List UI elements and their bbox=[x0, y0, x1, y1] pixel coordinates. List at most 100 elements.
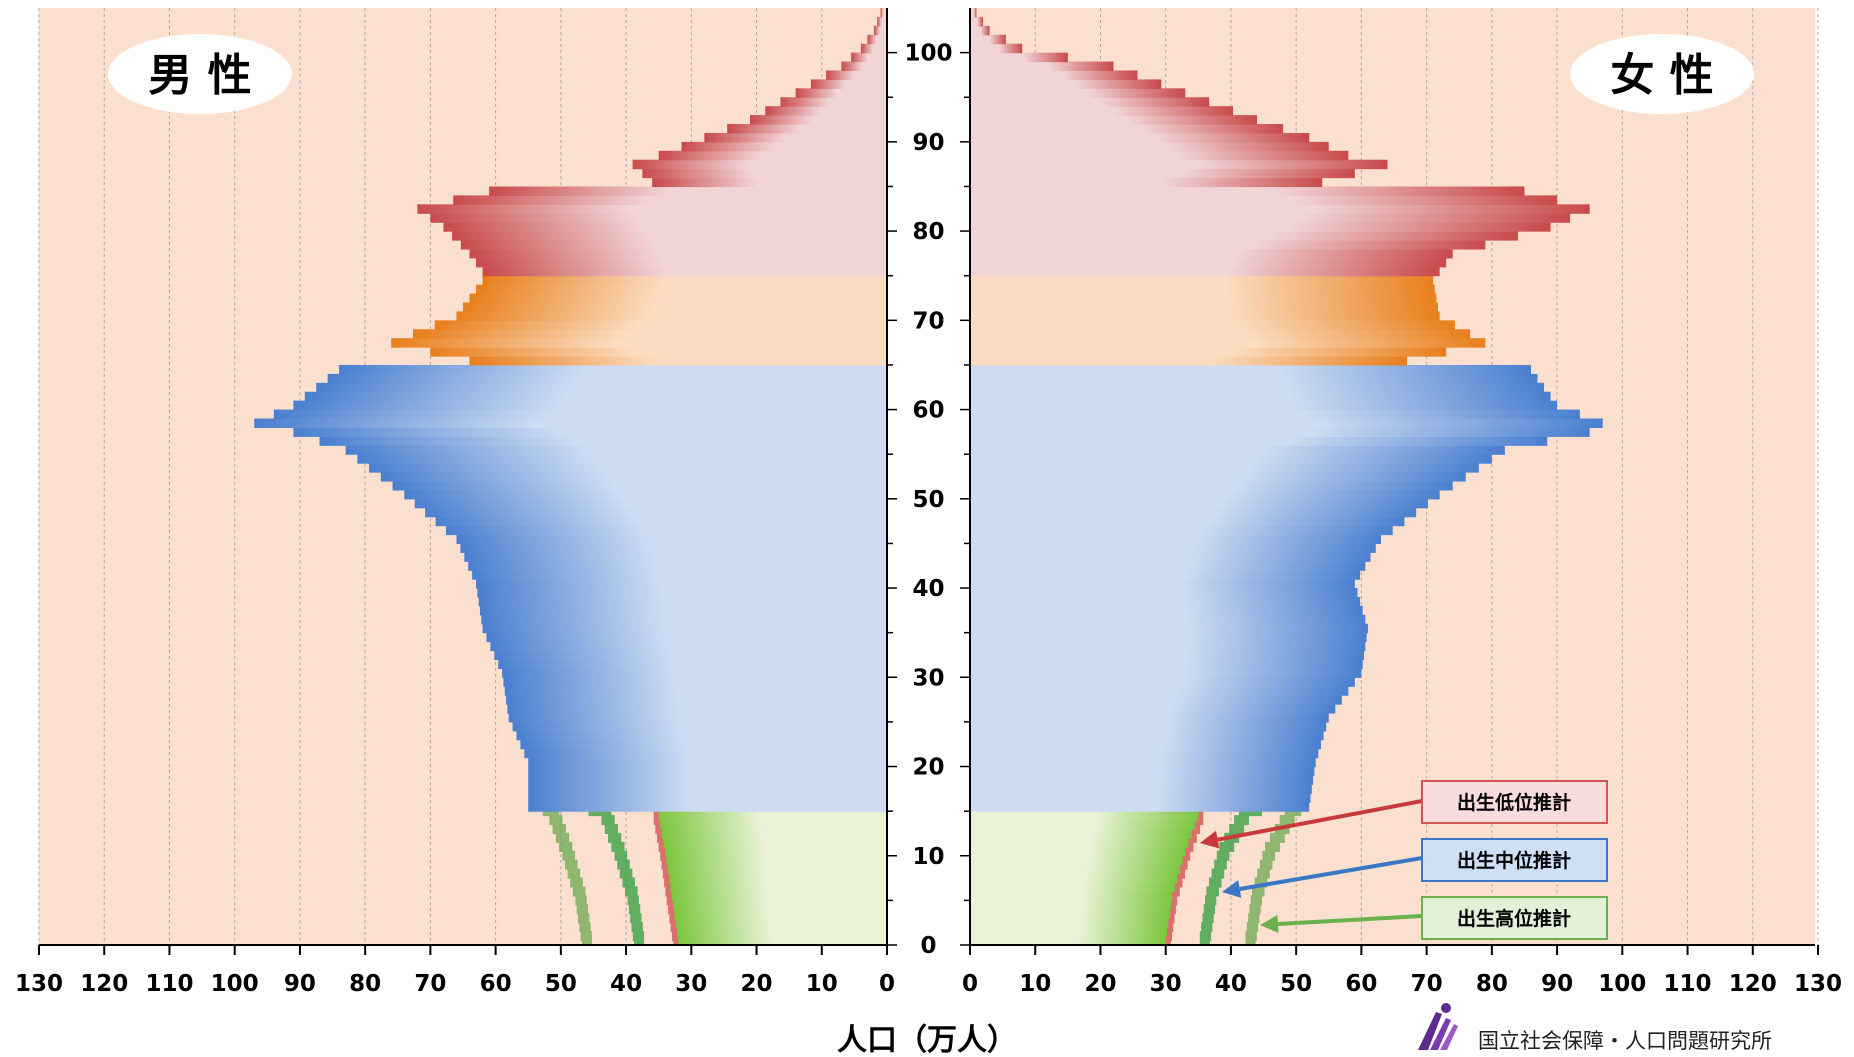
female-bar-age-100 bbox=[970, 43, 1023, 54]
female-bar-age-80 bbox=[970, 222, 1551, 232]
male-bar-age-97 bbox=[826, 70, 887, 80]
male-bar-age-20 bbox=[528, 757, 887, 768]
male-bar-age-102 bbox=[873, 25, 887, 36]
female-bar-age-9 bbox=[970, 855, 1183, 866]
female-bar-age-51 bbox=[970, 480, 1453, 491]
age-tick-label-70: 70 bbox=[912, 308, 944, 334]
female-bar-age-89 bbox=[970, 141, 1329, 152]
male-bar-age-100 bbox=[860, 43, 887, 54]
male-x-tick-label-100: 100 bbox=[211, 971, 259, 997]
female-bar-age-91 bbox=[970, 124, 1284, 134]
legend-arrowhead-mid bbox=[1222, 880, 1242, 898]
age-tick-label-40: 40 bbox=[912, 576, 944, 602]
female-bar-age-93 bbox=[970, 106, 1234, 116]
male-bar-age-28 bbox=[504, 686, 887, 696]
male-bar-age-101 bbox=[867, 34, 887, 45]
male-bar-age-1 bbox=[676, 927, 887, 937]
female-bar-age-58 bbox=[970, 418, 1603, 429]
male-x-tick-label-60: 60 bbox=[480, 971, 512, 997]
female-bar-age-56 bbox=[970, 436, 1548, 446]
female-label-text: 女 性 bbox=[1610, 50, 1713, 101]
female-bar-age-14 bbox=[970, 811, 1199, 821]
female-bar-age-38 bbox=[970, 596, 1361, 607]
female-bar-age-48 bbox=[970, 507, 1417, 518]
male-bar-age-96 bbox=[810, 79, 887, 89]
legend-arrow-mid bbox=[1239, 856, 1423, 891]
female-bar-age-21 bbox=[970, 748, 1319, 759]
male-bar-age-104 bbox=[880, 8, 887, 18]
male-bar-age-103 bbox=[877, 16, 887, 27]
male-bar-age-31 bbox=[498, 659, 887, 669]
male-bar-age-27 bbox=[506, 695, 887, 705]
age-tick-label-20: 20 bbox=[912, 755, 944, 781]
female-bar-age-81 bbox=[970, 213, 1571, 223]
female-bar-age-65 bbox=[970, 356, 1408, 366]
female-bar-age-42 bbox=[970, 561, 1366, 571]
female-bar-age-98 bbox=[970, 61, 1114, 72]
female-bar-age-101 bbox=[970, 34, 1006, 45]
male-bar-age-22 bbox=[520, 739, 887, 750]
female-x-tick-label-30: 30 bbox=[1150, 971, 1182, 997]
female-bar-age-64 bbox=[970, 364, 1531, 375]
male-bar-age-56 bbox=[319, 436, 887, 446]
male-x-tick-label-40: 40 bbox=[610, 971, 642, 997]
female-bar-age-3 bbox=[970, 909, 1170, 919]
male-bar-age-84 bbox=[489, 186, 887, 196]
legend-box-high bbox=[1421, 896, 1608, 940]
male-bar-age-90 bbox=[704, 132, 887, 143]
female-x-tick-label-110: 110 bbox=[1664, 971, 1712, 997]
female-bar-age-55 bbox=[970, 445, 1505, 455]
male-bar-age-72 bbox=[469, 293, 887, 304]
male-bar-age-74 bbox=[482, 275, 887, 286]
legend-label-mid: 出生中位推計 bbox=[1457, 849, 1571, 872]
female-bar-age-37 bbox=[970, 605, 1363, 616]
male-bar-age-10 bbox=[665, 846, 887, 857]
male-bar-age-76 bbox=[476, 257, 887, 268]
male-bar-age-85 bbox=[652, 177, 887, 188]
female-bar-age-46 bbox=[970, 525, 1393, 536]
male-bar-age-16 bbox=[528, 793, 887, 803]
female-bar-age-97 bbox=[970, 70, 1138, 80]
female-bar-age-39 bbox=[970, 588, 1358, 598]
male-bar-age-69 bbox=[434, 320, 887, 330]
male-bar-age-8 bbox=[667, 864, 887, 875]
male-bar-age-71 bbox=[463, 302, 887, 313]
female-x-tick-label-0: 0 bbox=[962, 971, 978, 997]
female-bar-age-77 bbox=[970, 248, 1453, 259]
male-label-text: 男 性 bbox=[148, 50, 251, 101]
male-bar-age-33 bbox=[490, 641, 887, 652]
age-tick-label-50: 50 bbox=[912, 487, 944, 513]
male-bar-age-58 bbox=[254, 418, 887, 429]
male-bar-age-87 bbox=[632, 159, 887, 170]
male-bar-age-51 bbox=[392, 480, 887, 491]
male-x-tick-label-90: 90 bbox=[284, 971, 316, 997]
male-bar-age-70 bbox=[456, 311, 887, 321]
male-bar-age-19 bbox=[528, 766, 887, 777]
male-x-tick-label-0: 0 bbox=[879, 971, 895, 997]
male-bar-age-45 bbox=[456, 534, 887, 545]
male-bar-age-68 bbox=[412, 329, 887, 339]
female-bar-age-75 bbox=[970, 266, 1440, 277]
female-x-tick-label-80: 80 bbox=[1476, 971, 1508, 997]
legend-label-high: 出生高位推計 bbox=[1457, 907, 1571, 930]
female-x-tick-label-10: 10 bbox=[1019, 971, 1051, 997]
female-bar-age-50 bbox=[970, 489, 1440, 500]
female-bar-age-90 bbox=[970, 132, 1310, 143]
female-bar-age-25 bbox=[970, 712, 1329, 723]
female-bar-age-34 bbox=[970, 632, 1367, 643]
male-bar-age-47 bbox=[435, 516, 887, 527]
female-bar-age-19 bbox=[970, 766, 1315, 777]
female-bar-age-52 bbox=[970, 472, 1466, 482]
female-bar-age-53 bbox=[970, 463, 1479, 473]
female-bar-age-12 bbox=[970, 828, 1192, 839]
male-bar-age-82 bbox=[417, 204, 887, 214]
male-bar-age-67 bbox=[391, 338, 887, 348]
female-bar-age-88 bbox=[970, 150, 1349, 161]
female-bar-age-29 bbox=[970, 677, 1355, 687]
male-bar-age-43 bbox=[464, 552, 887, 562]
female-x-tick-label-90: 90 bbox=[1541, 971, 1573, 997]
male-x-tick-label-130: 130 bbox=[15, 971, 63, 997]
female-bar-age-8 bbox=[970, 864, 1181, 875]
